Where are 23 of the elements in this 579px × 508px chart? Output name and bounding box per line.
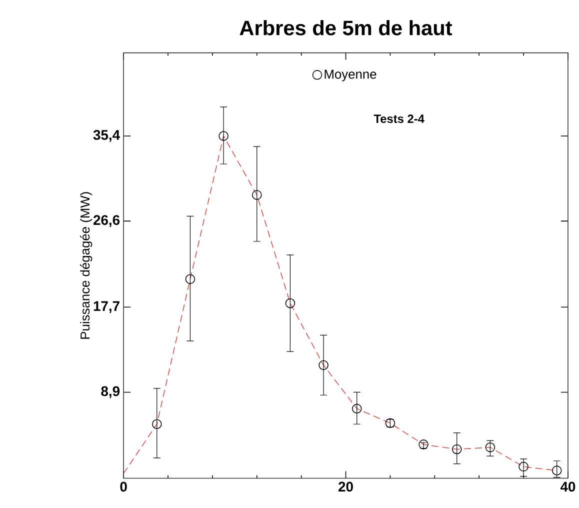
y-tick-label: 35,4: [93, 130, 120, 142]
x-tick-label: 0: [120, 482, 127, 492]
y-tick-label: 26,6: [93, 215, 120, 227]
point: [452, 444, 462, 454]
point: [552, 466, 562, 476]
annotation: Tests 2-4: [374, 114, 424, 123]
point: [152, 419, 162, 429]
legend-label: Moyenne: [324, 70, 376, 82]
y-tick-label: 8,9: [101, 386, 120, 398]
y-axis-title: Puissance dégagée (MW): [80, 192, 92, 339]
point: [285, 298, 296, 308]
point: [318, 360, 328, 370]
point: [485, 442, 496, 452]
point: [418, 439, 428, 450]
point: [518, 462, 528, 472]
y-tick-label: 17,7: [94, 301, 120, 313]
point: [252, 190, 262, 200]
point: [352, 404, 362, 414]
x-tick-label: 40: [560, 482, 576, 492]
point: [218, 131, 228, 141]
x-tick-label: 20: [338, 482, 353, 492]
point: [185, 274, 196, 284]
chart-title: Arbres de 5m de haut: [240, 20, 452, 36]
